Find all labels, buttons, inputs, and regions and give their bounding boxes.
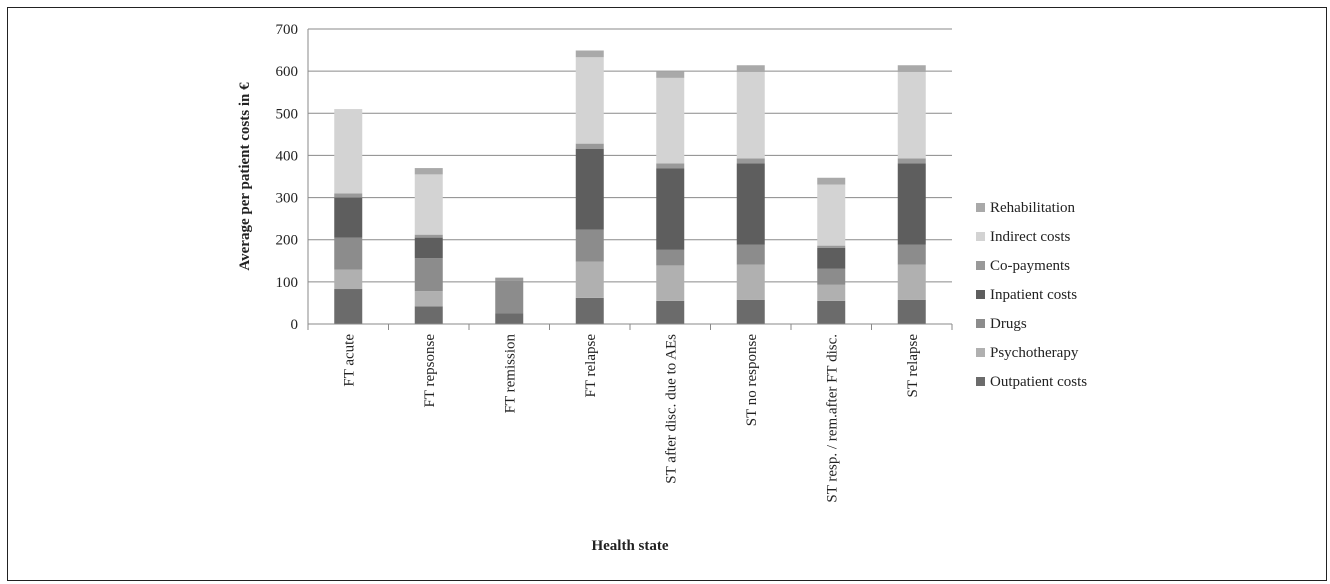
legend-label: Co-payments xyxy=(990,258,1070,274)
bar-segment xyxy=(736,244,765,265)
bar-segment xyxy=(736,163,765,245)
bar-segment xyxy=(414,306,443,324)
legend: Rehabilitation Indirect costs Co-payments I… xyxy=(976,200,1087,390)
y-tick-label: 400 xyxy=(276,148,299,164)
legend-swatch xyxy=(976,377,985,386)
bar-segment xyxy=(575,261,604,298)
bar-segment xyxy=(414,258,443,292)
y-tick-label: 100 xyxy=(276,275,299,291)
x-tick-label: ST after disc. due to AEs xyxy=(663,334,679,484)
legend-label: Rehabilitation xyxy=(990,200,1075,216)
bar-segment xyxy=(495,277,524,281)
x-tick-label: FT remission xyxy=(502,334,518,414)
legend-label: Psychotherapy xyxy=(990,345,1079,361)
bar-segment xyxy=(575,229,604,262)
legend-label: Inpatient costs xyxy=(990,287,1077,303)
bar-segment xyxy=(334,269,363,290)
bar-segment xyxy=(736,65,765,72)
legend-label: Outpatient costs xyxy=(990,374,1087,390)
y-tick-label: 600 xyxy=(276,64,299,80)
chart-frame: 0 100 200 300 400 500 600 700 FT acute FT repson… xyxy=(7,7,1327,581)
y-tick-label: 300 xyxy=(276,191,299,207)
bar-segment xyxy=(897,65,926,72)
bar-segment xyxy=(897,244,926,265)
bar-segment xyxy=(736,158,765,164)
legend-swatch xyxy=(976,232,985,241)
bar-segment xyxy=(575,50,604,58)
legend-swatch xyxy=(976,290,985,299)
x-axis: FT acute FT repsonse FT remission FT relaps… xyxy=(307,323,953,503)
bar-segment xyxy=(414,291,443,307)
bar-segment xyxy=(817,177,846,185)
y-axis-title: Average per patient costs in € xyxy=(237,82,253,271)
bar-segment xyxy=(656,71,685,78)
legend-swatch xyxy=(976,348,985,357)
x-tick-label: ST resp. / rem.after FT disc. xyxy=(824,334,840,503)
bar-segment xyxy=(736,264,765,300)
bar-segment xyxy=(817,300,846,324)
x-tick-label: FT relapse xyxy=(583,334,599,398)
bar-segment xyxy=(656,168,685,250)
bar-segment xyxy=(575,143,604,149)
bar-segment xyxy=(897,71,926,159)
bar-segment xyxy=(656,163,685,169)
bar-segment xyxy=(575,297,604,324)
bar-segment xyxy=(495,313,524,324)
bar-segment xyxy=(334,109,363,194)
bar-segment xyxy=(334,237,363,270)
bar-segment xyxy=(736,71,765,159)
bar-segment xyxy=(656,77,685,164)
bar-segment xyxy=(575,57,604,144)
bar-segment xyxy=(897,299,926,324)
bar-segment xyxy=(414,174,443,235)
bar-segment xyxy=(897,158,926,164)
y-tick-label: 500 xyxy=(276,106,299,122)
y-tick-label: 0 xyxy=(291,317,299,333)
x-tick-label: FT acute xyxy=(341,334,357,387)
bar-segment xyxy=(656,300,685,324)
bar-segment xyxy=(817,184,846,246)
bar-segment xyxy=(817,284,846,301)
bar-segment xyxy=(736,299,765,324)
bar-segment xyxy=(656,265,685,301)
bar-segment xyxy=(334,197,363,238)
bar-segment xyxy=(495,280,524,314)
x-tick-label: ST no response xyxy=(744,334,760,427)
stacked-bar-chart: 0 100 200 300 400 500 600 700 FT acute FT repson… xyxy=(237,22,1087,554)
y-axis: 0 100 200 300 400 500 600 700 xyxy=(276,22,309,333)
bar-segment xyxy=(897,163,926,245)
bar-segment xyxy=(817,245,846,248)
bar-segment xyxy=(414,234,443,238)
bar-segment xyxy=(575,148,604,230)
legend-swatch xyxy=(976,261,985,270)
bar-segment xyxy=(897,264,926,300)
x-tick-label: ST relapse xyxy=(905,334,921,398)
bar-stacks xyxy=(334,50,926,324)
y-tick-label: 200 xyxy=(276,233,299,249)
bar-segment xyxy=(334,289,363,324)
bar-segment xyxy=(414,237,443,259)
grid-lines xyxy=(308,28,952,325)
legend-swatch xyxy=(976,203,985,212)
legend-label: Drugs xyxy=(990,316,1027,332)
bar-segment xyxy=(656,249,685,266)
bar-segment xyxy=(817,268,846,285)
x-tick-label: FT repsonse xyxy=(422,334,438,408)
x-axis-title: Health state xyxy=(591,538,668,554)
y-tick-label: 700 xyxy=(276,22,299,38)
legend-label: Indirect costs xyxy=(990,229,1071,245)
bar-segment xyxy=(817,247,846,269)
legend-swatch xyxy=(976,319,985,328)
bar-segment xyxy=(414,168,443,175)
bar-segment xyxy=(334,193,363,198)
